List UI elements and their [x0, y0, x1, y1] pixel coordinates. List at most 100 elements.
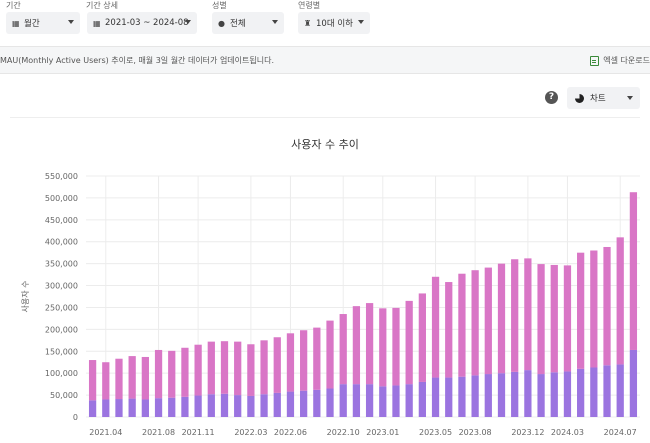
- bar-segment-upper: [590, 250, 598, 368]
- bar-segment-upper: [445, 282, 453, 378]
- chevron-down-icon: [272, 20, 278, 24]
- bar-segment-upper: [577, 252, 585, 369]
- bar-segment-lower: [379, 386, 387, 417]
- bar-segment-lower: [603, 365, 611, 417]
- bar-segment-upper: [286, 333, 295, 392]
- bar-segment-upper: [484, 267, 492, 375]
- period-select[interactable]: ▦ 월간: [6, 12, 80, 34]
- x-tick-label: 2022.03: [234, 428, 267, 437]
- bar-segment-upper: [273, 337, 281, 393]
- bar-segment-lower: [273, 392, 281, 417]
- bar-segment-upper: [168, 350, 176, 398]
- chart-type-select[interactable]: 차트: [567, 87, 640, 109]
- y-tick-label: 50,000: [50, 391, 78, 400]
- calendar-icon: ▦: [93, 18, 101, 28]
- bar-segment-lower: [141, 399, 149, 417]
- bar-segment-upper: [88, 360, 97, 401]
- chevron-down-icon: [68, 20, 74, 24]
- bar-segment-lower: [629, 349, 638, 417]
- y-tick-label: 100,000: [45, 369, 78, 378]
- bar-segment-lower: [234, 395, 242, 417]
- bar-segment-lower: [418, 381, 426, 417]
- bar-segment-lower: [431, 377, 440, 417]
- bar-segment-lower: [458, 376, 466, 417]
- bar-segment-upper: [563, 265, 572, 372]
- excel-download-button[interactable]: 엑셀 다운로드: [590, 55, 650, 66]
- x-tick-label: 2023.05: [419, 428, 452, 437]
- bar-segment-lower: [497, 373, 506, 417]
- bar-segment-lower: [207, 394, 215, 417]
- bar-segment-lower: [352, 384, 361, 417]
- y-tick-label: 450,000: [45, 216, 78, 225]
- bar-segment-upper: [537, 264, 545, 375]
- period-detail-select[interactable]: ▦ 2021-03 ~ 2024-08: [87, 12, 197, 34]
- bar-segment-lower: [247, 395, 255, 417]
- filter-gender-label: 성별: [212, 1, 227, 10]
- calendar-icon: ▦: [12, 18, 20, 28]
- help-icon[interactable]: ?: [545, 91, 558, 104]
- period-value: 월간: [24, 19, 40, 29]
- bar-segment-lower: [550, 372, 558, 417]
- bar-segment-lower: [326, 388, 334, 417]
- bar-segment-upper: [365, 303, 374, 385]
- bar-segment-lower: [260, 394, 268, 417]
- bar-segment-upper: [458, 273, 466, 377]
- notice-bar: MAU(Monthly Active Users) 추이로, 매월 3일 월간 …: [0, 46, 650, 74]
- chart-type-value: 차트: [590, 94, 606, 104]
- gender-select[interactable]: ● 전체: [212, 12, 284, 34]
- bar-segment-upper: [405, 300, 413, 385]
- bar-segment-lower: [392, 385, 400, 417]
- bar-segment-lower: [194, 395, 202, 417]
- bar-segment-upper: [418, 293, 426, 382]
- bar-segment-lower: [102, 399, 110, 417]
- bar-segment-lower: [286, 391, 295, 417]
- bar-segment-lower: [181, 396, 189, 417]
- y-tick-label: 350,000: [45, 260, 78, 269]
- y-tick-label: 500,000: [45, 194, 78, 203]
- x-tick-label: 2024.07: [604, 428, 637, 437]
- x-tick-label: 2022.10: [327, 428, 360, 437]
- bar-segment-upper: [603, 246, 611, 366]
- gender-value: 전체: [230, 19, 246, 29]
- bar-segment-upper: [616, 237, 624, 365]
- bar-segment-upper: [128, 356, 136, 399]
- chevron-down-icon: [627, 96, 633, 100]
- bar-segment-upper: [497, 263, 506, 374]
- bar-segment-upper: [247, 344, 255, 396]
- bar-segment-lower: [339, 384, 347, 417]
- bar-segment-upper: [115, 358, 123, 400]
- chart-title: 사용자 수 추이: [291, 138, 359, 151]
- bar-segment-lower: [577, 368, 585, 417]
- bar-segment-lower: [537, 374, 545, 417]
- bar-segment-lower: [168, 397, 176, 417]
- bar-segment-upper: [194, 344, 202, 396]
- x-tick-label: 2021.11: [182, 428, 215, 437]
- age-select[interactable]: ♜ 10대 이하: [298, 12, 370, 34]
- filter-bar: 기간 ▦ 월간 기간 상세 ▦ 2021-03 ~ 2024-08 성별 ● 전…: [0, 0, 650, 46]
- x-tick-label: 2022.06: [274, 428, 307, 437]
- bar-segment-upper: [260, 340, 268, 395]
- bar-segment-lower: [88, 400, 97, 417]
- pie-chart-icon: [575, 93, 584, 103]
- bar-segment-lower: [511, 371, 519, 417]
- excel-icon: [590, 55, 600, 66]
- bar-segment-upper: [550, 264, 558, 373]
- bar-segment-upper: [181, 347, 189, 397]
- excel-download-label: 엑셀 다운로드: [603, 56, 650, 65]
- bar-segment-upper: [220, 341, 229, 394]
- bar-segment-lower: [154, 398, 163, 417]
- y-tick-label: 200,000: [45, 325, 78, 334]
- bar-segment-lower: [563, 371, 572, 417]
- y-tick-label: 250,000: [45, 303, 78, 312]
- y-tick-label: 550,000: [45, 172, 78, 181]
- bar-segment-lower: [220, 393, 229, 417]
- bar-segment-upper: [471, 270, 479, 376]
- age-value: 10대 이하: [316, 19, 353, 29]
- bar-segment-lower: [365, 384, 374, 417]
- notice-text: MAU(Monthly Active Users) 추이로, 매월 3일 월간 …: [0, 56, 275, 65]
- x-tick-label: 2023.08: [459, 428, 492, 437]
- filter-age-label: 연령별: [298, 1, 321, 10]
- bar-segment-upper: [234, 341, 242, 396]
- bar-segment-lower: [616, 364, 624, 417]
